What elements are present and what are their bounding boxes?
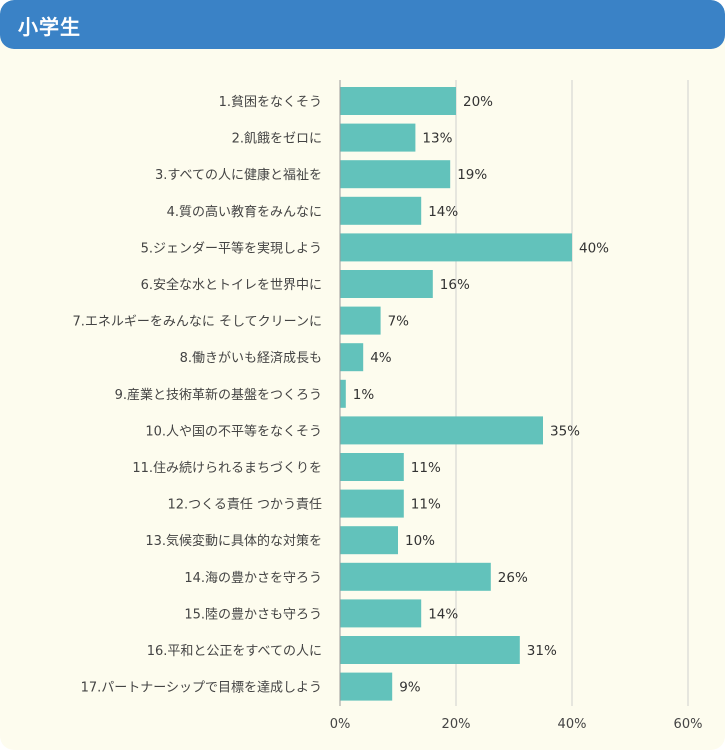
header-title: 小学生 [18,15,81,39]
category-label: 1.貧困をなくそう [219,95,322,110]
bar [340,196,422,225]
bar [340,672,393,701]
category-label: 5.ジェンダー平等を実現しよう [141,240,322,256]
data-label: 9% [399,680,421,696]
category-label: 17.パートナーシップで目標を達成しよう [81,681,322,696]
x-tick-label: 40% [558,717,587,732]
data-label: 11% [411,460,441,476]
bar [340,379,346,408]
category-label: 16.平和と公正をすべての人に [147,644,322,659]
bar [340,562,491,591]
category-label: 8.働きがいも経済成長も [180,350,322,366]
category-label: 6.安全な水とトイレを世界中に [141,277,322,293]
category-label: 14.海の豊かさを守ろう [184,571,322,586]
bar [340,343,364,372]
category-label: 9.産業と技術革新の基盤をつくろう [115,387,322,403]
bar [340,123,416,152]
bar [340,599,422,628]
bar [340,87,456,115]
data-label: 26% [498,570,528,586]
data-label: 7% [388,314,410,330]
category-label: 2.飢餓をゼロに [232,132,322,147]
bar [340,489,404,518]
data-label: 14% [428,204,458,220]
data-label: 4% [370,350,392,366]
category-label: 4.質の高い教育をみんなに [167,204,322,220]
bar [340,306,381,335]
data-label: 1% [353,387,375,403]
x-tick-label: 0% [330,717,351,732]
category-label: 7.エネルギーをみんなに そしてクリーンに [73,315,323,330]
data-label: 20% [463,94,493,110]
bar [340,453,404,481]
category-label: 10.人や国の不平等をなくそう [145,423,322,439]
category-label: 15.陸の豊かさも守ろう [184,606,322,622]
bar [340,416,543,445]
x-tick-label: 60% [674,717,703,732]
data-label: 40% [579,240,609,256]
bar [340,160,451,189]
data-label: 19% [457,167,487,183]
category-label: 11.住み続けられるまちづくりを [132,461,322,476]
data-label: 10% [405,533,435,549]
bar [340,270,433,298]
bar [340,233,572,262]
data-label: 13% [422,131,452,147]
header-bar: 小学生 [0,0,725,49]
data-label: 35% [550,423,580,439]
data-label: 11% [411,497,441,513]
bar [340,636,520,664]
category-label: 13.気候変動に具体的な対策を [145,533,322,549]
bar [340,526,398,555]
data-label: 16% [440,277,470,293]
category-label: 12.つくる責任 つかう責任 [167,498,322,513]
data-label: 31% [527,643,557,659]
x-tick-label: 20% [442,717,471,732]
category-label: 3.すべての人に健康と福祉を [155,167,322,183]
data-label: 14% [428,606,458,622]
